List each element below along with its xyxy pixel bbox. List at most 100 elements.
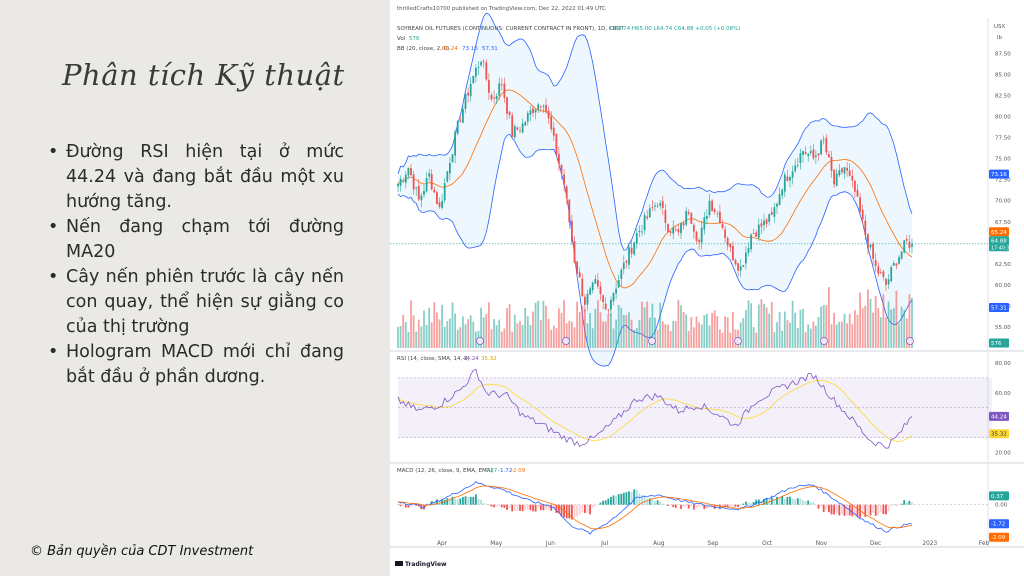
macd-histogram-bar bbox=[675, 505, 677, 508]
volume-bar bbox=[784, 312, 786, 349]
candle-body bbox=[589, 289, 591, 295]
macd-histogram-bar bbox=[662, 504, 664, 505]
volume-bar bbox=[467, 319, 469, 348]
volume-bar bbox=[903, 310, 905, 348]
volume-bar bbox=[646, 302, 648, 348]
volume-bar bbox=[706, 314, 708, 349]
volume-bar bbox=[605, 321, 607, 348]
macd-histogram-bar bbox=[896, 505, 898, 506]
volume-bar bbox=[628, 312, 630, 348]
volume-bar bbox=[610, 314, 612, 348]
macd-histogram-bar bbox=[680, 505, 682, 509]
volume-bar bbox=[514, 315, 516, 348]
tradingview-logo[interactable]: TradingView bbox=[395, 561, 447, 568]
macd-histogram-bar bbox=[459, 499, 461, 505]
candle-body bbox=[470, 84, 472, 96]
macd-hist-value: 0.37 bbox=[485, 468, 498, 474]
candle-body bbox=[727, 238, 729, 246]
macd-histogram-bar bbox=[581, 505, 583, 513]
candle-body bbox=[628, 247, 630, 265]
macd-histogram-bar bbox=[911, 503, 913, 505]
macd-histogram-bar bbox=[862, 505, 864, 516]
volume-bar bbox=[750, 303, 752, 348]
volume-bar bbox=[774, 332, 776, 348]
candle-body bbox=[823, 140, 825, 141]
macd-histogram-bar bbox=[493, 505, 495, 508]
macd-histogram-bar bbox=[480, 500, 482, 505]
candle-body bbox=[670, 231, 672, 233]
candle-body bbox=[893, 263, 895, 266]
volume-bar bbox=[862, 308, 864, 348]
candle-body bbox=[844, 167, 846, 174]
candle-body bbox=[558, 154, 560, 164]
price-badge-label: 576 bbox=[991, 341, 1002, 347]
macd-histogram-bar bbox=[607, 499, 609, 505]
volume-bar bbox=[519, 321, 521, 348]
candle-body bbox=[792, 171, 794, 177]
candle-body bbox=[600, 287, 602, 294]
candle-body bbox=[706, 216, 708, 219]
candle-body bbox=[452, 154, 454, 162]
volume-bar bbox=[838, 322, 840, 348]
volume-bar bbox=[615, 320, 617, 348]
macd-histogram-bar bbox=[838, 505, 840, 516]
price-tick-label: 87.50 bbox=[995, 51, 1011, 57]
macd-histogram-bar bbox=[498, 505, 500, 507]
candle-body bbox=[436, 192, 438, 204]
candle-body bbox=[831, 157, 833, 171]
candle-body bbox=[626, 261, 628, 263]
volume-bar bbox=[675, 321, 677, 348]
candle-body bbox=[667, 224, 669, 232]
candle-body bbox=[909, 242, 911, 248]
macd-histogram-bar bbox=[698, 505, 700, 507]
candle-body bbox=[802, 151, 804, 155]
volume-bar bbox=[672, 321, 674, 348]
volume-bar bbox=[626, 315, 628, 348]
volume-bar bbox=[433, 302, 435, 348]
candle-body bbox=[524, 122, 526, 125]
candle-body bbox=[709, 201, 711, 215]
volume-bar bbox=[545, 306, 547, 348]
candle-body bbox=[836, 173, 838, 186]
candle-body bbox=[550, 117, 552, 130]
price-badge-label: 65.24 bbox=[991, 230, 1007, 236]
candle-body bbox=[784, 175, 786, 192]
rsi-label: RSI (14, close, SMA, 14, 2) bbox=[397, 356, 470, 362]
macd-histogram-bar bbox=[890, 505, 892, 507]
volume-bar bbox=[597, 300, 599, 348]
volume-bar bbox=[678, 300, 680, 348]
volume-bar bbox=[787, 320, 789, 348]
volume-bar bbox=[693, 327, 695, 348]
macd-badge-label: -1.72 bbox=[991, 522, 1005, 528]
volume-bar bbox=[524, 308, 526, 348]
volume-bar bbox=[883, 294, 885, 348]
candle-body bbox=[761, 223, 763, 226]
macd-histogram-bar bbox=[517, 505, 519, 511]
macd-histogram-bar bbox=[543, 505, 545, 511]
macd-histogram-bar bbox=[797, 498, 799, 505]
volume-bar bbox=[439, 319, 441, 348]
candle-body bbox=[402, 181, 404, 182]
bullet-spinning-top: Cây nến phiên trước là cây nến con quay,… bbox=[48, 265, 344, 340]
time-axis-label: Oct bbox=[762, 541, 773, 547]
candle-body bbox=[548, 111, 550, 119]
candle-body bbox=[758, 225, 760, 238]
macd-histogram-bar bbox=[639, 494, 641, 505]
candle-body bbox=[719, 212, 721, 224]
volume-bar bbox=[763, 304, 765, 348]
volume-bar bbox=[446, 321, 448, 348]
volume-bar bbox=[600, 312, 602, 348]
volume-bar bbox=[454, 314, 456, 348]
time-axis-label: Dec bbox=[870, 541, 881, 547]
candle-body bbox=[426, 178, 428, 192]
volume-bar bbox=[667, 325, 669, 349]
candle-body bbox=[862, 210, 864, 220]
candle-body bbox=[742, 265, 744, 267]
candle-body bbox=[698, 240, 700, 242]
macd-histogram-bar bbox=[877, 505, 879, 516]
volume-bar bbox=[870, 299, 872, 348]
candle-body bbox=[867, 234, 869, 248]
macd-histogram-bar bbox=[400, 505, 402, 507]
candle-body bbox=[576, 262, 578, 274]
volume-bar bbox=[802, 309, 804, 348]
